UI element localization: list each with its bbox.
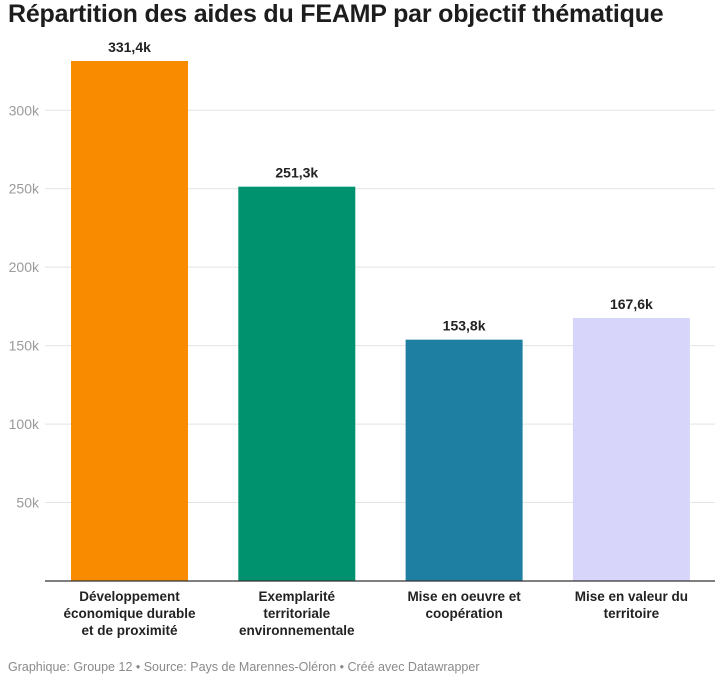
bar-value-label: 167,6k: [610, 296, 653, 312]
bar: [572, 318, 690, 581]
chart-footer: Graphique: Groupe 12 • Source: Pays de M…: [8, 660, 480, 674]
y-tick-label: 250k: [9, 181, 40, 197]
chart-title: Répartition des aides du FEAMP par objec…: [8, 0, 664, 28]
y-tick-label: 100k: [9, 416, 40, 432]
y-tick-label: 150k: [9, 338, 40, 354]
bar-value-label: 331,4k: [108, 39, 151, 55]
y-tick-label: 50k: [16, 495, 40, 511]
y-tick-label: 200k: [9, 259, 40, 275]
x-category-label: Mise en oeuvre et coopération: [407, 589, 521, 621]
bar: [71, 61, 188, 581]
bar-chart: 50k 100k 150k 200k 250k 300k 331,4k 251,3k 153,…: [9, 39, 715, 582]
bar-value-label: 251,3k: [275, 165, 318, 181]
x-category-label: Mise en valeur du territoire: [574, 589, 689, 621]
bar-value-label: 153,8k: [443, 318, 486, 334]
x-category-label: Développement économique durable et de p…: [63, 589, 196, 638]
bar: [405, 339, 523, 581]
x-category-label: Exemplarité territoriale environnemental…: [239, 589, 355, 638]
y-tick-label: 300k: [9, 102, 40, 118]
bar: [238, 186, 356, 581]
